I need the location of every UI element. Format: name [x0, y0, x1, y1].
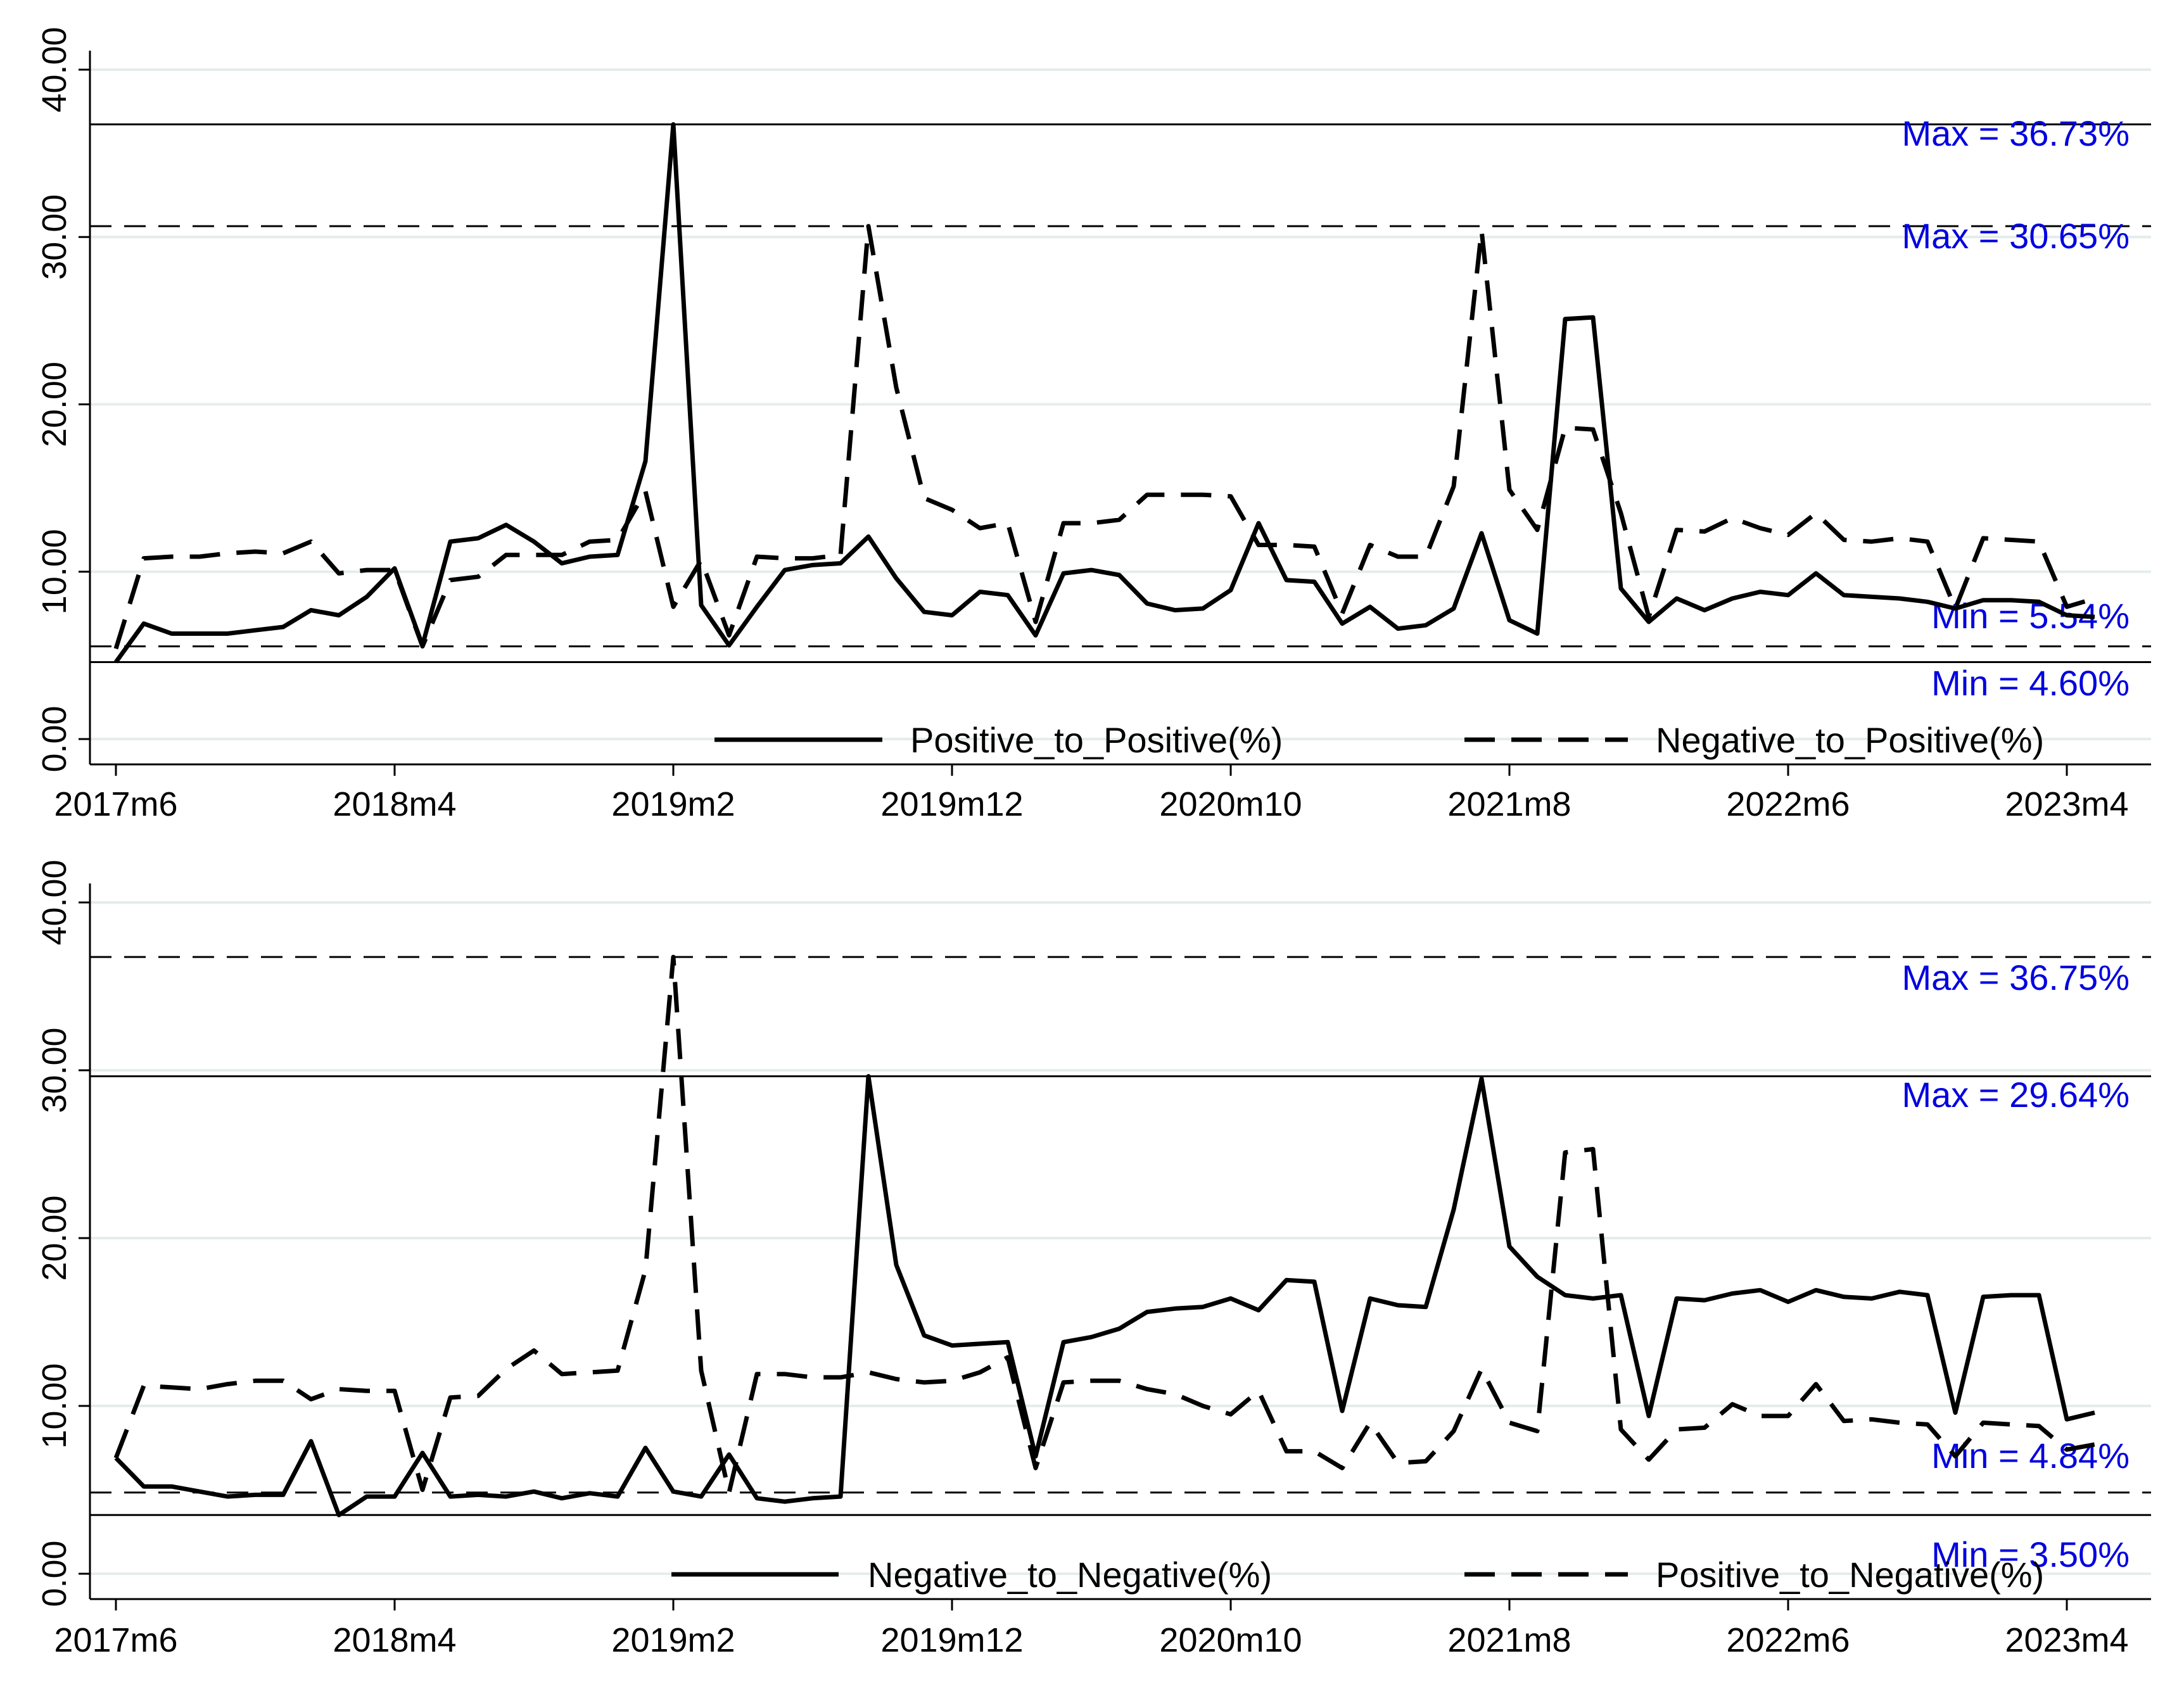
legend-label: Positive_to_Negative(%) — [1656, 1555, 2044, 1595]
y-tick-label: 40.00 — [35, 859, 73, 945]
x-tick-label: 2017m6 — [54, 1621, 177, 1659]
chart-panel-bottom: 0.00 10.00 20.00 30.00 40.00 2017m6 2018m4 2019… — [35, 859, 2151, 1659]
reference-label: Min = 4.60% — [1931, 663, 2130, 703]
series-line-positive-to-negative — [113, 954, 2095, 1495]
y-tick-label: 20.00 — [35, 362, 73, 447]
series-line-negative-to-negative — [114, 1074, 2095, 1517]
legend-label: Negative_to_Positive(%) — [1656, 720, 2044, 760]
x-tick-label: 2017m6 — [54, 785, 177, 823]
x-tick-label: 2019m2 — [611, 1621, 735, 1659]
y-tick-label: 30.00 — [35, 194, 73, 280]
x-tick-label: 2022m6 — [1726, 785, 1850, 823]
legend-label: Positive_to_Positive(%) — [910, 720, 1283, 760]
y-tick-label: 10.00 — [35, 1363, 73, 1448]
x-tick-label: 2020m10 — [1159, 785, 1302, 823]
x-tick-label: 2022m6 — [1726, 1621, 1850, 1659]
chart-panel-top: 0.00 10.00 20.00 30.00 40.00 2017m6 2018m4 2019… — [35, 27, 2151, 823]
reference-label: Max = 29.64% — [1901, 1075, 2130, 1115]
x-tick-label: 2023m4 — [2005, 1621, 2128, 1659]
y-tick-label: 40.00 — [35, 27, 73, 112]
y-tick-label: 0.00 — [35, 705, 73, 772]
x-tick-label: 2018m4 — [333, 1621, 456, 1659]
x-tick-label: 2019m12 — [880, 1621, 1023, 1659]
reference-label: Max = 36.75% — [1901, 958, 2130, 997]
x-tick-label: 2020m10 — [1159, 1621, 1302, 1659]
x-tick-label: 2019m12 — [880, 785, 1023, 823]
x-tick-label: 2018m4 — [333, 785, 456, 823]
series-line-negative-to-positive — [113, 224, 2096, 650]
reference-label: Max = 36.73% — [1901, 113, 2130, 153]
legend-label: Negative_to_Negative(%) — [868, 1555, 1272, 1595]
y-tick-label: 0.00 — [35, 1540, 73, 1607]
reference-label: Min = 3.50% — [1931, 1534, 2130, 1574]
x-tick-label: 2021m8 — [1447, 1621, 1571, 1659]
series-line-positive-to-positive — [114, 122, 2095, 664]
x-tick-label: 2023m4 — [2005, 785, 2128, 823]
y-tick-label: 30.00 — [35, 1027, 73, 1113]
x-tick-label: 2021m8 — [1447, 785, 1571, 823]
y-tick-label: 10.00 — [35, 529, 73, 614]
x-tick-label: 2019m2 — [611, 785, 735, 823]
reference-label: Max = 30.65% — [1901, 216, 2130, 256]
y-tick-label: 20.00 — [35, 1195, 73, 1281]
reference-label: Min = 4.84% — [1931, 1436, 2130, 1476]
